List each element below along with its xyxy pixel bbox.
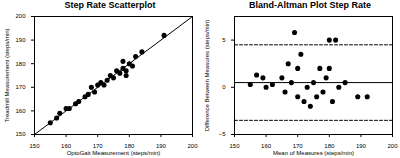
svg-text:Mean of Measures (steps/min): Mean of Measures (steps/min) [273,150,354,156]
svg-text:150: 150 [29,143,40,149]
svg-text:180: 180 [15,61,26,67]
svg-text:190: 190 [356,143,367,149]
svg-text:5: 5 [222,37,226,43]
svg-text:180: 180 [124,143,135,149]
svg-text:160: 160 [61,143,72,149]
svg-text:Treadmill Measurement (steps/m: Treadmill Measurement (steps/min) [4,28,10,122]
svg-text:OptoGait Measurement (steps/mi: OptoGait Measurement (steps/min) [67,150,161,156]
svg-text:200: 200 [187,143,198,149]
svg-text:190: 190 [15,37,26,43]
svg-text:150: 150 [229,143,240,149]
svg-text:170: 170 [293,143,304,149]
svg-text:190: 190 [156,143,167,149]
svg-text:150: 150 [15,131,26,137]
svg-text:170: 170 [15,84,26,90]
svg-text:160: 160 [261,143,272,149]
svg-text:180: 180 [324,143,335,149]
html-text:Bland-Altman Plot Step Rate: Bland-Altman Plot Step Rate [249,0,371,10]
svg-text:160: 160 [15,108,26,114]
svg-text:170: 170 [93,143,104,149]
svg-text:−5: −5 [219,131,227,137]
html-text:Step Rate Scatterplot: Step Rate Scatterplot [64,0,156,10]
svg-text:200: 200 [387,143,398,149]
svg-text:Difference Between Measures (s: Difference Between Measures (steps/min) [204,20,210,132]
svg-text:0: 0 [222,84,226,90]
svg-text:200: 200 [15,13,26,19]
